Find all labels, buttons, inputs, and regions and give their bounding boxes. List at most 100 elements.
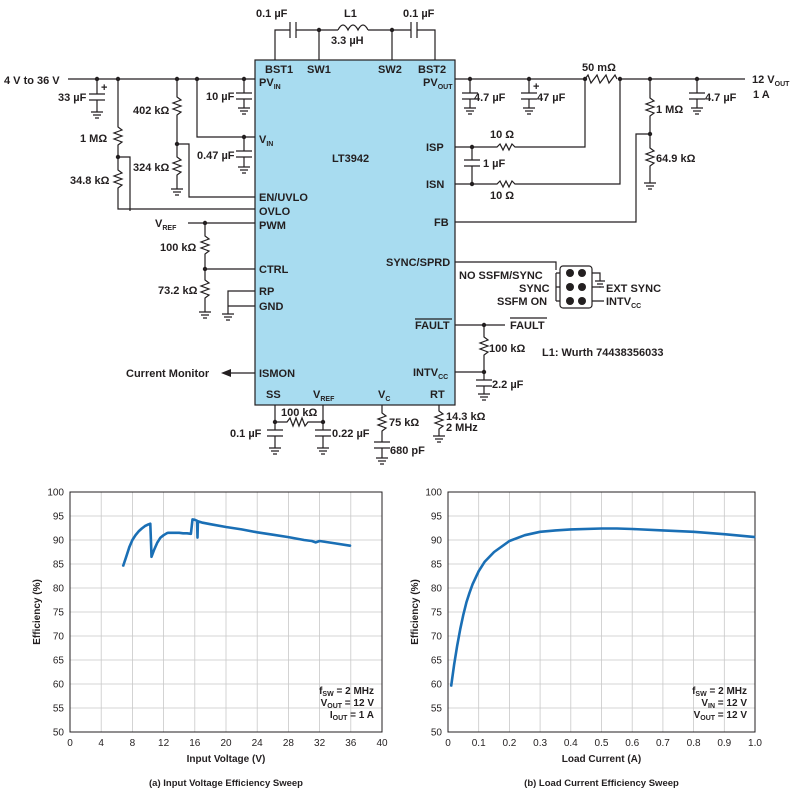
pin-pvout: PVOUT [423,77,453,91]
res-ss-label: 100 kΩ [281,407,318,419]
pin-rt: RT [430,389,445,401]
current-monitor-label: Current Monitor [126,368,210,380]
y-tick-label: 55 [53,704,65,715]
res-100k-ctrl-label: 100 kΩ [160,242,197,254]
data-point [484,561,486,563]
data-point [350,545,352,547]
sync-jumper-block[interactable] [559,265,593,309]
data-point [125,556,127,558]
y-tick-label: 70 [431,632,443,643]
cap-047-label: 0.47 µF [197,150,235,162]
res-sense-label: 50 mΩ [582,62,616,74]
pin-pwm: PWM [259,220,286,232]
x-tick-label: 40 [376,738,388,749]
data-point [334,542,336,545]
sync-opt-ssfm-on: SSFM ON [497,296,547,308]
cap-in-label: 33 µF [58,92,87,104]
data-point [209,523,211,525]
data-point [256,531,258,533]
plot-area [448,492,755,732]
cap-bst2-label: 0.1 µF [403,8,435,20]
cap-1u-label: 1 µF [483,158,506,170]
data-point [174,532,176,534]
data-point [539,531,541,533]
data-point [462,613,464,616]
data-point [493,551,495,553]
x-tick-label: 16 [189,738,201,749]
data-point [170,532,172,534]
data-point [631,528,633,530]
res-402k-label: 402 kΩ [133,105,170,117]
data-point [138,530,140,533]
data-point [134,534,137,536]
y-tick-label: 75 [431,608,443,619]
data-point [472,583,474,585]
res-73k2-label: 73.2 kΩ [158,285,198,297]
inductor-note: L1: Wurth 74438356033 [542,347,663,359]
pin-ss: SS [266,389,281,401]
pin-pvin: PVIN [259,77,281,91]
res-fault-label: 100 kΩ [489,343,526,355]
y-tick-label: 80 [53,584,65,595]
data-point [303,539,305,541]
data-point [225,526,227,528]
x-tick-label: 0.8 [687,738,701,749]
x-tick-label: 28 [283,738,295,749]
inductor-l1-label: L1 [344,8,357,20]
y-tick-label: 55 [431,704,443,715]
data-point [754,536,756,538]
pin-sw1: SW1 [307,64,331,76]
data-point [159,537,162,539]
y-tick-label: 75 [53,608,65,619]
data-point [723,533,725,535]
pin-ctrl: CTRL [259,264,289,276]
data-point [456,645,458,647]
chart-caption: (b) Load Current Efficiency Sweep [524,778,679,789]
res-isn-label: 10 Ω [490,190,514,202]
pin-fault: FAULT [415,320,450,332]
x-tick-label: 0.1 [472,738,486,749]
annotation-line: IOUT = 1 A [330,710,374,722]
data-point [186,532,188,534]
y-tick-label: 100 [425,488,442,499]
data-point [196,537,199,539]
y-tick-label: 65 [431,656,443,667]
schematic: LT3942 BST1 SW1 SW2 BST2 PVIN VIN EN/UVL… [4,8,790,465]
pin-sw2: SW2 [378,64,402,76]
ic-name: LT3942 [332,153,369,165]
res-34k8-label: 34.8 kΩ [70,175,110,187]
x-tick-label: 0.9 [717,738,731,749]
y-tick-label: 50 [53,728,65,739]
y-tick-label: 90 [431,536,443,547]
y-tick-label: 95 [431,512,443,523]
res-324k-label: 324 kΩ [133,162,170,174]
y-tick-label: 60 [431,680,443,691]
cap-out2-label: 47 µF [537,92,566,104]
data-point [128,546,130,548]
data-point [616,527,618,530]
cap-vref-label: 0.22 µF [332,428,370,440]
pin-ovlo: OVLO [259,206,291,218]
data-point [178,532,180,534]
res-fb-bot-label: 64.9 kΩ [656,153,696,165]
data-point [202,522,204,524]
annotation-line: VOUT = 12 V [321,698,375,710]
x-tick-label: 0.4 [564,738,578,749]
data-point [554,529,557,532]
x-tick-label: 0.2 [502,738,516,749]
data-point [147,524,149,526]
data-point [272,534,274,536]
sync-opt-sync: SYNC [519,283,550,295]
x-tick-label: 0.5 [595,738,609,749]
chart-input-voltage: 0 4 8 12 16 20 24 28 32 36 40 50 55 60 65 70 75 80 85 90 95 1… [32,488,388,790]
cap-intvcc-label: 2.2 µF [492,379,524,391]
iout-label: 1 A [753,89,770,101]
fault-net-label: FAULT [510,320,545,332]
x-tick-label: 0.3 [533,738,547,749]
pin-vc: VC [378,389,390,403]
data-point [166,532,168,534]
chart-load-current: 0 0.1 0.2 0.3 0.4 0.5 0.6 0.7 0.8 0.9 1.0 50 55 60 65 7… [410,488,762,790]
y-tick-label: 65 [53,656,65,667]
ic-body [254,59,456,406]
pin-en-uvlo: EN/UVLO [259,192,308,204]
